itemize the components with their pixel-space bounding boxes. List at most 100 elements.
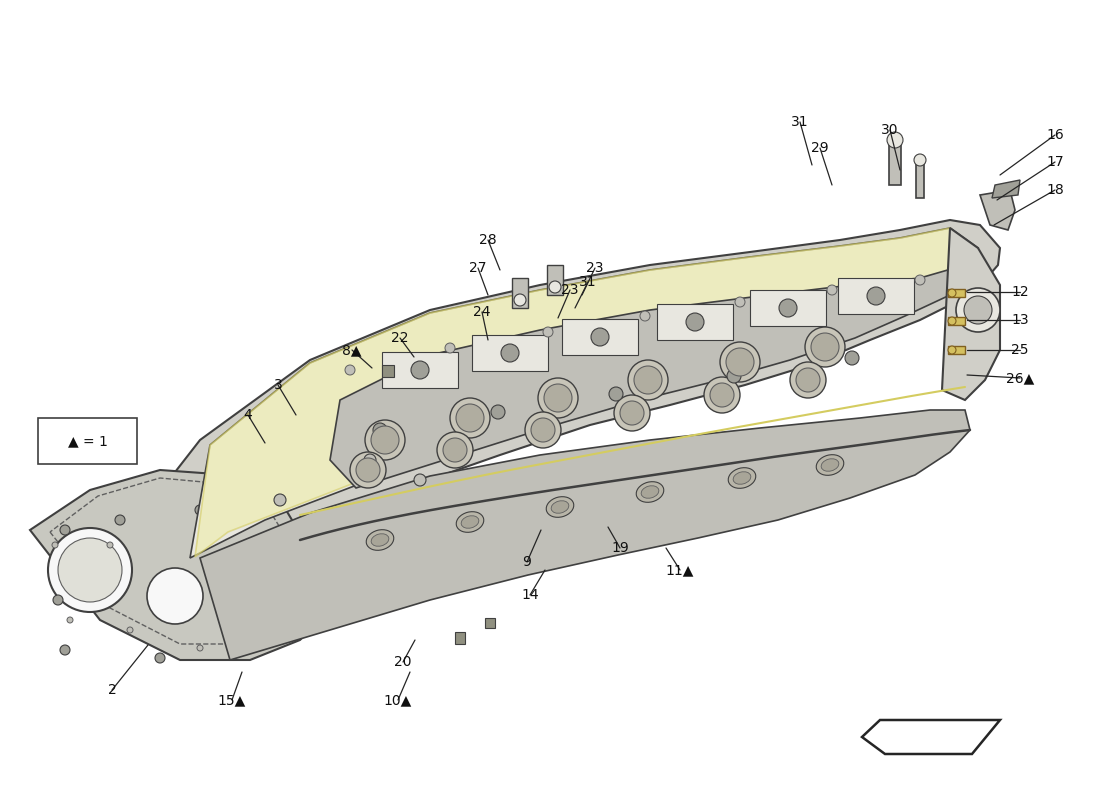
FancyBboxPatch shape <box>39 418 138 464</box>
Polygon shape <box>862 720 1000 754</box>
Polygon shape <box>455 632 465 644</box>
Circle shape <box>543 327 553 337</box>
Text: 30: 30 <box>881 123 899 137</box>
Ellipse shape <box>551 501 569 514</box>
Circle shape <box>735 297 745 307</box>
Circle shape <box>726 348 754 376</box>
Polygon shape <box>657 304 733 340</box>
Circle shape <box>628 360 668 400</box>
Circle shape <box>811 333 839 361</box>
Circle shape <box>155 653 165 663</box>
Ellipse shape <box>456 512 484 532</box>
Text: 19: 19 <box>612 541 629 555</box>
Polygon shape <box>889 140 901 185</box>
Circle shape <box>414 474 426 486</box>
Circle shape <box>60 645 70 655</box>
Text: 26▲: 26▲ <box>1005 371 1034 385</box>
Circle shape <box>620 401 644 425</box>
Circle shape <box>218 592 262 636</box>
Ellipse shape <box>547 497 574 518</box>
Polygon shape <box>838 278 914 314</box>
Polygon shape <box>948 346 965 354</box>
Circle shape <box>544 384 572 412</box>
Polygon shape <box>330 265 970 488</box>
Text: 18: 18 <box>1046 183 1064 197</box>
Circle shape <box>867 287 886 305</box>
Text: 2: 2 <box>108 683 117 697</box>
Circle shape <box>443 438 468 462</box>
Ellipse shape <box>822 458 839 471</box>
Circle shape <box>235 641 245 651</box>
Circle shape <box>52 542 58 548</box>
Text: ▲ = 1: ▲ = 1 <box>67 434 108 448</box>
Circle shape <box>270 530 280 540</box>
Circle shape <box>531 418 556 442</box>
Circle shape <box>591 328 609 346</box>
Text: 25: 25 <box>1011 343 1028 357</box>
Circle shape <box>437 432 473 468</box>
Circle shape <box>640 311 650 321</box>
Polygon shape <box>942 228 1000 400</box>
Circle shape <box>614 395 650 431</box>
Text: 22: 22 <box>392 331 409 345</box>
Circle shape <box>964 296 992 324</box>
Ellipse shape <box>636 482 663 502</box>
Polygon shape <box>562 319 638 355</box>
Circle shape <box>58 538 122 602</box>
Circle shape <box>538 378 578 418</box>
Circle shape <box>727 369 741 383</box>
Circle shape <box>365 420 405 460</box>
Circle shape <box>634 366 662 394</box>
Circle shape <box>491 405 505 419</box>
Circle shape <box>796 368 820 392</box>
Polygon shape <box>130 220 1000 568</box>
Text: 12: 12 <box>1011 285 1028 299</box>
Circle shape <box>549 281 561 293</box>
Circle shape <box>295 575 305 585</box>
Circle shape <box>956 288 1000 332</box>
Circle shape <box>456 404 484 432</box>
Circle shape <box>827 285 837 295</box>
Circle shape <box>197 645 204 651</box>
Circle shape <box>364 454 376 466</box>
Circle shape <box>446 343 455 353</box>
Polygon shape <box>382 352 458 388</box>
Circle shape <box>914 154 926 166</box>
Polygon shape <box>200 410 970 660</box>
Circle shape <box>805 327 845 367</box>
Text: 23: 23 <box>586 261 604 275</box>
Polygon shape <box>382 365 394 377</box>
Polygon shape <box>485 618 495 628</box>
Text: 23: 23 <box>561 283 579 297</box>
Circle shape <box>60 525 70 535</box>
Circle shape <box>845 351 859 365</box>
Circle shape <box>450 398 490 438</box>
Polygon shape <box>30 470 330 660</box>
Text: 17: 17 <box>1046 155 1064 169</box>
Circle shape <box>525 412 561 448</box>
Circle shape <box>274 494 286 506</box>
Text: 10▲: 10▲ <box>384 693 412 707</box>
Circle shape <box>704 377 740 413</box>
Polygon shape <box>916 160 924 198</box>
Polygon shape <box>980 190 1015 230</box>
Circle shape <box>285 623 295 633</box>
Circle shape <box>915 275 925 285</box>
Polygon shape <box>992 180 1020 198</box>
Ellipse shape <box>366 530 394 550</box>
Text: 16: 16 <box>1046 128 1064 142</box>
Text: 8▲: 8▲ <box>342 343 362 357</box>
Text: 31: 31 <box>580 275 597 289</box>
Circle shape <box>356 458 380 482</box>
Circle shape <box>887 132 903 148</box>
Text: 20: 20 <box>394 655 411 669</box>
Polygon shape <box>750 290 826 326</box>
Circle shape <box>147 568 204 624</box>
Polygon shape <box>190 228 978 558</box>
Circle shape <box>500 344 519 362</box>
Circle shape <box>720 342 760 382</box>
Text: 15▲: 15▲ <box>218 693 246 707</box>
Polygon shape <box>948 289 965 297</box>
Text: 24: 24 <box>473 305 491 319</box>
Circle shape <box>686 313 704 331</box>
